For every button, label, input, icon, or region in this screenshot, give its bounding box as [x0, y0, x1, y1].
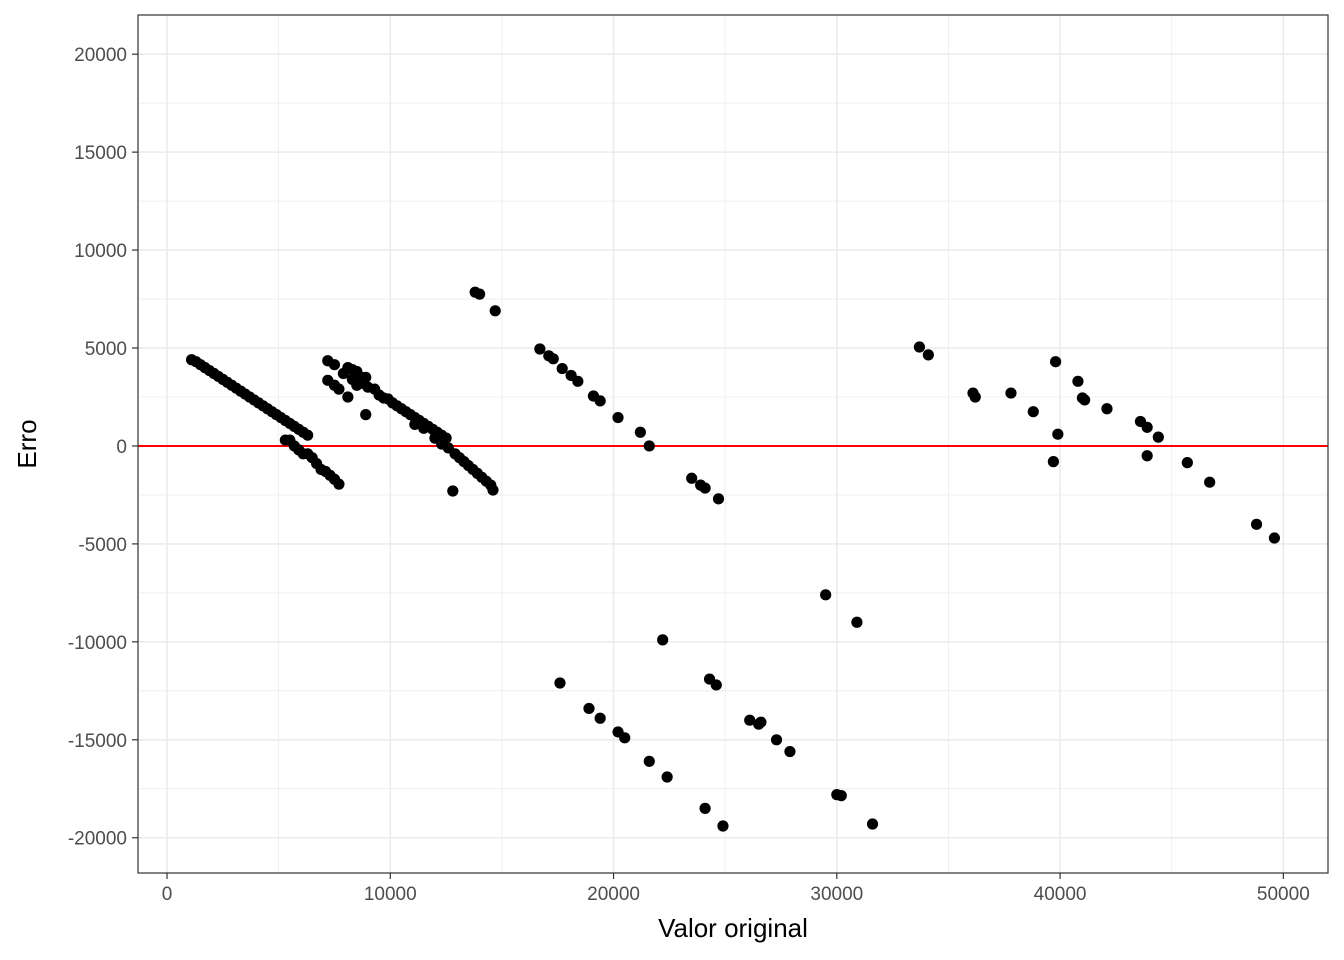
data-point [594, 395, 606, 407]
x-axis-title: Valor original [658, 913, 808, 943]
data-point [699, 802, 711, 814]
data-point [699, 482, 711, 494]
y-axis-ticks: -20000 -15000 -10000 -5000 0 5000 10000 15000 20… [68, 45, 138, 850]
panel-background [138, 15, 1328, 873]
data-point [661, 771, 673, 783]
data-point [1250, 518, 1263, 530]
y-tick-label: 10000 [74, 241, 127, 262]
grid-minor [138, 15, 1328, 873]
y-tick-label: 0 [116, 437, 127, 458]
data-point [710, 679, 722, 691]
data-point [1268, 532, 1281, 544]
data-point [360, 409, 372, 421]
data-point [409, 418, 421, 431]
x-tick-label: 30000 [810, 884, 863, 905]
data-point [712, 493, 725, 505]
panel-border [137, 14, 1329, 874]
x-tick-label: 0 [162, 884, 173, 905]
data-point [333, 383, 345, 395]
x-axis-ticks: 0 10000 20000 30000 40000 50000 [162, 873, 1310, 905]
y-tick-label: 20000 [74, 45, 127, 66]
data-point [619, 732, 631, 744]
data-point [643, 755, 655, 767]
data-point [866, 818, 879, 830]
data-point [744, 714, 756, 726]
data-point [333, 478, 345, 490]
data-point [784, 745, 796, 758]
data-point [572, 375, 584, 387]
y-tick-label: -20000 [68, 829, 127, 850]
data-point [556, 362, 568, 375]
data-point [835, 790, 847, 802]
y-axis-title: Erro [12, 419, 42, 468]
data-point [1047, 456, 1059, 468]
x-tick-label: 50000 [1257, 884, 1310, 905]
x-tick-label: 40000 [1034, 884, 1087, 905]
data-point [1141, 450, 1153, 462]
data-point [717, 820, 729, 832]
data-point [755, 716, 767, 728]
y-tick-label: -5000 [78, 535, 127, 556]
data-point [612, 411, 624, 424]
data-point [547, 353, 559, 365]
y-tick-label: 15000 [74, 143, 127, 164]
x-tick-label: 10000 [364, 884, 417, 905]
data-point [1050, 356, 1062, 368]
data-point [342, 391, 354, 403]
data-point [1052, 428, 1064, 440]
data-point [643, 440, 655, 452]
y-tick-label: -15000 [68, 731, 127, 752]
data-point [1141, 421, 1153, 433]
data-point [1072, 375, 1084, 387]
data-point [1101, 403, 1113, 415]
grid-major [138, 15, 1328, 873]
data-point [473, 288, 486, 300]
data-point [657, 634, 669, 646]
data-point [1005, 387, 1017, 399]
data-point [770, 734, 783, 746]
data-point [634, 426, 646, 438]
data-point [594, 712, 606, 724]
data-point [913, 341, 926, 353]
data-point [851, 616, 863, 628]
data-point [820, 589, 832, 601]
y-tick-label: -10000 [68, 633, 127, 654]
data-point [534, 343, 546, 355]
y-tick-label: 5000 [85, 339, 127, 360]
data-point [489, 305, 501, 317]
data-point [1027, 406, 1039, 418]
data-point [487, 484, 499, 496]
data-point [328, 359, 341, 371]
data-point [447, 485, 459, 497]
data-point [1181, 457, 1193, 469]
data-point [1152, 431, 1164, 443]
data-point [922, 349, 934, 361]
data-point [969, 391, 981, 403]
data-point [686, 472, 698, 484]
data-point [554, 677, 566, 689]
x-tick-label: 20000 [587, 884, 640, 905]
data-points [185, 286, 1281, 832]
data-point [302, 429, 314, 441]
data-point [418, 422, 430, 434]
data-point [1079, 394, 1091, 406]
data-point [1204, 476, 1216, 488]
data-point [583, 702, 595, 715]
